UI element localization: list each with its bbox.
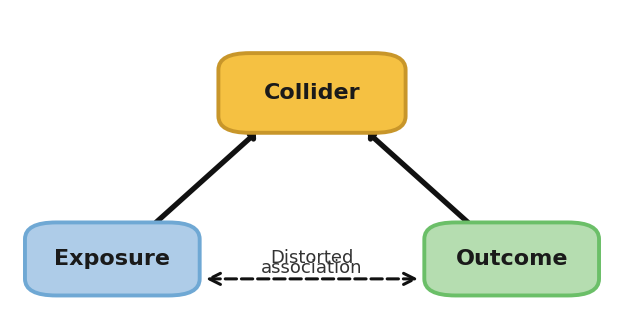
Text: Distorted: Distorted (270, 249, 354, 267)
FancyBboxPatch shape (424, 222, 599, 295)
Text: Outcome: Outcome (456, 249, 568, 269)
Text: association: association (261, 259, 363, 277)
FancyBboxPatch shape (218, 53, 406, 133)
FancyBboxPatch shape (25, 222, 200, 295)
Text: Exposure: Exposure (54, 249, 170, 269)
Text: Collider: Collider (264, 83, 360, 103)
